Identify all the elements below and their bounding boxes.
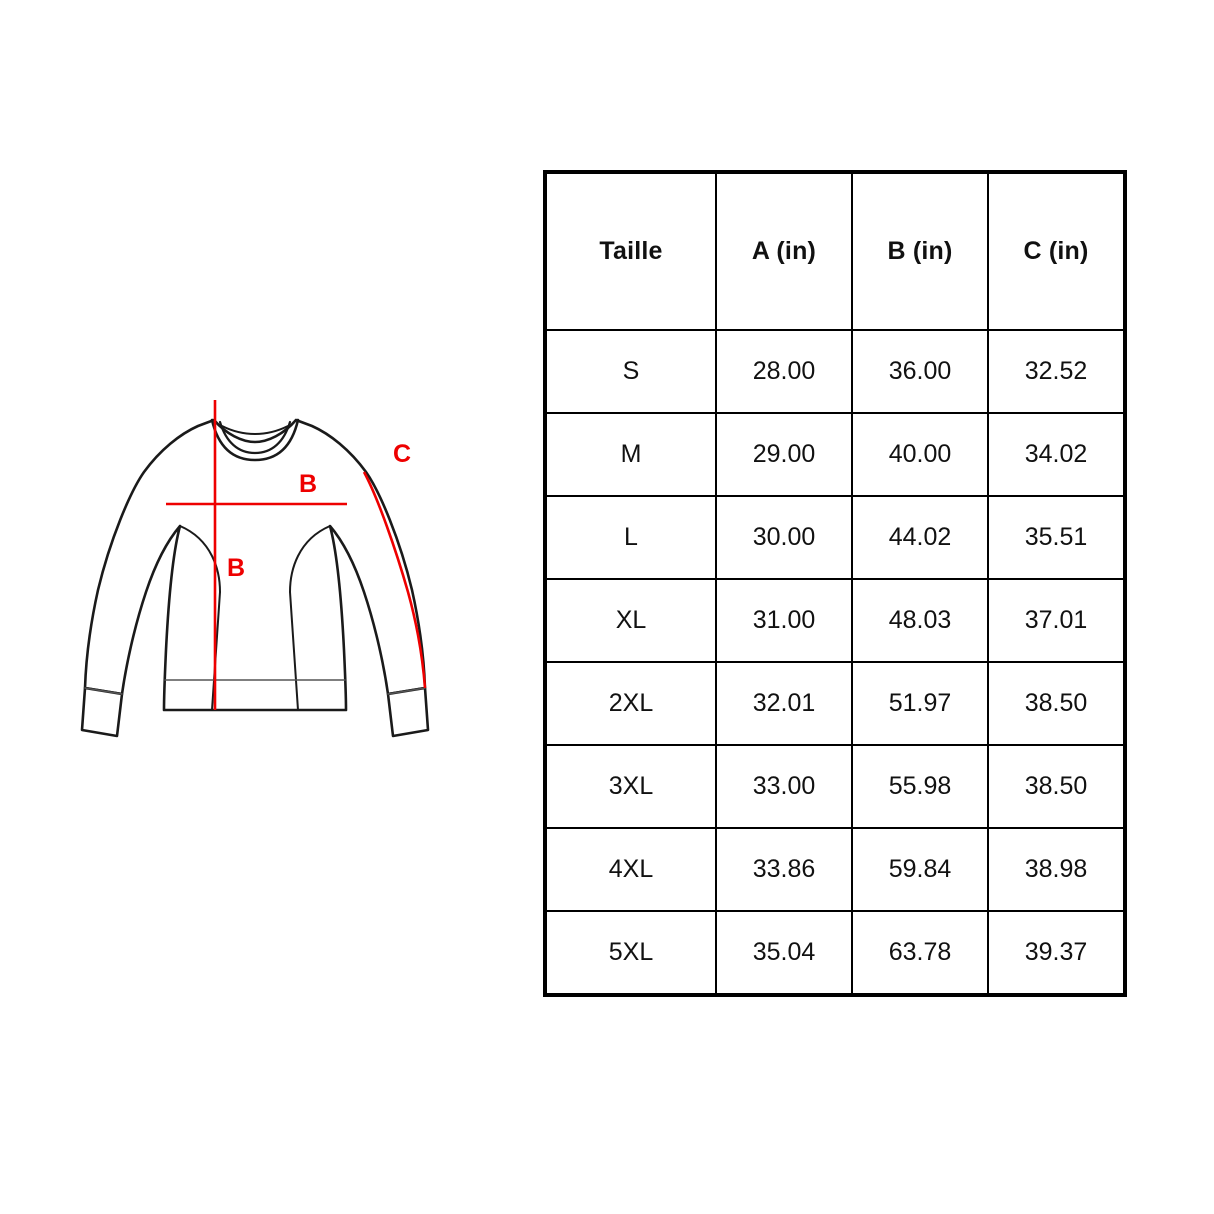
table-row: 2XL 32.01 51.97 38.50 [544,661,1126,746]
column-header-c: C (in) [987,171,1126,331]
cell-a: 32.01 [715,661,853,746]
cell-b: 44.02 [851,495,989,580]
cell-c: 39.37 [987,910,1126,996]
body-and-sleeves-path [83,418,427,712]
collar-inner-ring [218,420,292,455]
cell-size: 2XL [544,661,717,746]
left-armhole-seam [179,525,221,593]
left-cuff-inner-line [84,687,123,695]
cell-b: 59.84 [851,827,989,912]
cell-size: L [544,495,717,580]
table-row: L 30.00 44.02 35.51 [544,495,1126,580]
cell-b: 55.98 [851,744,989,829]
cell-c: 38.50 [987,744,1126,829]
cell-a: 31.00 [715,578,853,663]
cell-a: 29.00 [715,412,853,497]
right-side-seam [289,591,299,711]
table-row: 4XL 33.86 59.84 38.98 [544,827,1126,912]
cell-size: 3XL [544,744,717,829]
sweatshirt-technical-drawing: B B C [80,400,430,738]
cell-size: M [544,412,717,497]
table-row: XL 31.00 48.03 37.01 [544,578,1126,663]
cell-c: 35.51 [987,495,1126,580]
cell-a: 28.00 [715,329,853,414]
table-row: S 28.00 36.00 32.52 [544,329,1126,414]
cell-size: XL [544,578,717,663]
cell-b: 48.03 [851,578,989,663]
table-header: Taille A (in) B (in) C (in) [544,171,1126,331]
cell-a: 33.86 [715,827,853,912]
table-row: M 29.00 40.00 34.02 [544,412,1126,497]
right-armhole-seam [289,525,331,593]
column-header-size: Taille [544,171,717,331]
size-table: Taille A (in) B (in) C (in) S 28.00 36.0… [543,170,1127,997]
garment-outline-group [80,418,430,738]
cell-b: 36.00 [851,329,989,414]
cell-c: 37.01 [987,578,1126,663]
sleeve-length-line [362,471,427,689]
cell-a: 35.04 [715,910,853,996]
column-header-a: A (in) [715,171,853,331]
cell-a: 33.00 [715,744,853,829]
table-row: 5XL 35.04 63.78 39.37 [544,910,1126,996]
sleeve-length-label: C [393,440,411,468]
table-row: 3XL 33.00 55.98 38.50 [544,744,1126,829]
cell-size: 5XL [544,910,717,996]
cell-c: 38.98 [987,827,1126,912]
chest-width-label: B [299,470,317,498]
cell-b: 63.78 [851,910,989,996]
table-header-row: Taille A (in) B (in) C (in) [544,171,1126,331]
cell-size: 4XL [544,827,717,912]
cell-b: 51.97 [851,661,989,746]
body-length-label: B [227,554,245,582]
cell-b: 40.00 [851,412,989,497]
right-cuff [386,686,430,738]
column-header-b: B (in) [851,171,989,331]
left-cuff [80,686,124,738]
cell-a: 30.00 [715,495,853,580]
cell-size: S [544,329,717,414]
collar-outer-ring [210,418,300,462]
cell-c: 32.52 [987,329,1126,414]
measurement-lines-group [166,400,427,710]
cell-c: 38.50 [987,661,1126,746]
size-table-container: Taille A (in) B (in) C (in) S 28.00 36.0… [543,170,1127,997]
cell-c: 34.02 [987,412,1126,497]
garment-diagram: B B C [60,380,480,780]
neck-opening-line [221,425,289,435]
right-cuff-inner-line [387,687,426,695]
table-body: S 28.00 36.00 32.52 M 29.00 40.00 34.02 … [544,329,1126,996]
